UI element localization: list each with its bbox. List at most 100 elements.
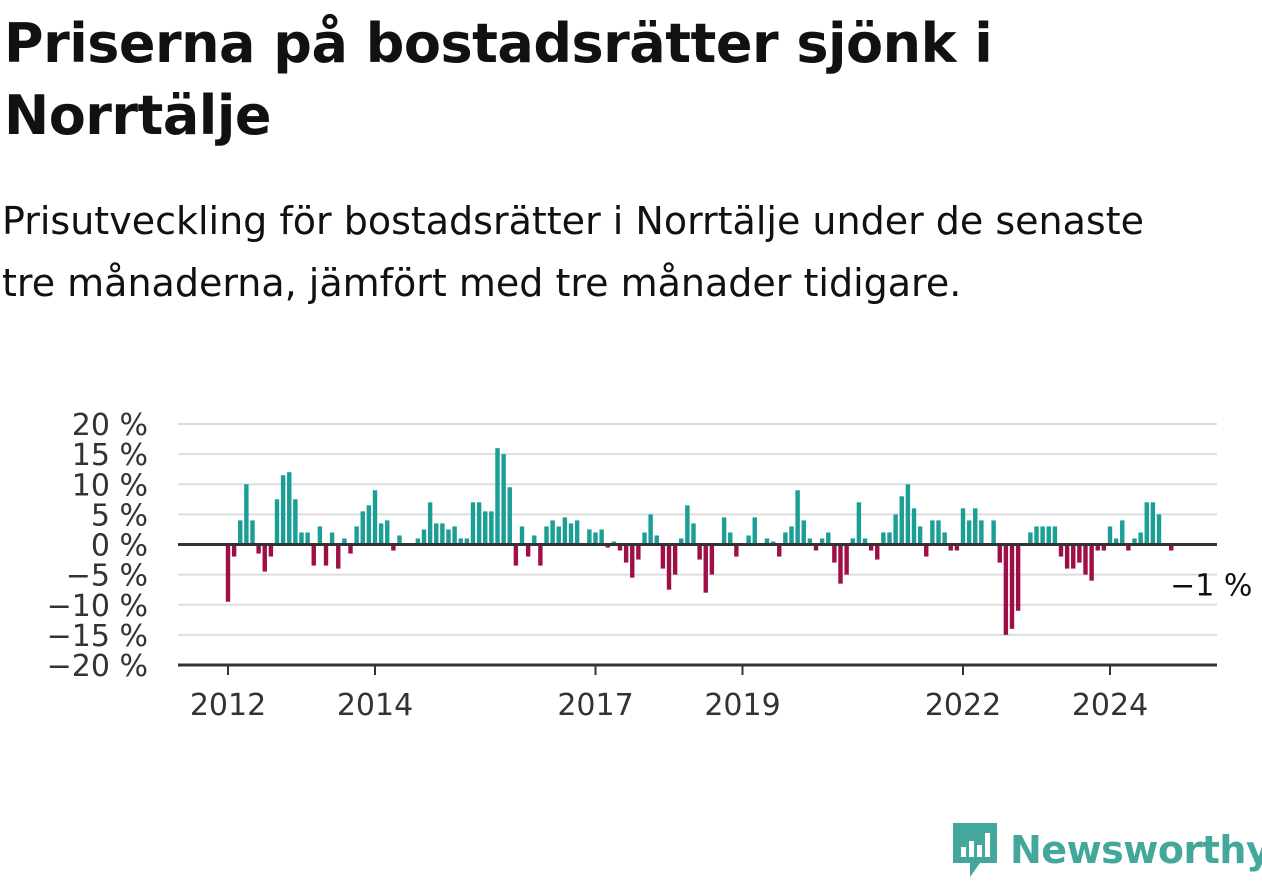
bar — [623, 544, 629, 563]
bar — [342, 538, 347, 545]
bar — [973, 508, 978, 545]
bar — [948, 544, 953, 551]
bar — [1150, 502, 1156, 545]
bar — [752, 517, 757, 545]
bar — [795, 490, 800, 545]
bar — [562, 517, 568, 545]
bar — [305, 532, 310, 545]
bar — [415, 538, 421, 545]
y-tick-label: −5 % — [66, 559, 148, 594]
bar — [501, 454, 506, 545]
bar — [1040, 526, 1045, 545]
bar — [538, 544, 543, 566]
bar — [378, 523, 384, 545]
bar — [893, 514, 898, 545]
gridlines — [178, 423, 1217, 666]
y-tick-label: −10 % — [47, 589, 148, 624]
bar — [991, 520, 996, 545]
bar — [464, 538, 470, 545]
bar — [495, 448, 500, 545]
bar — [813, 544, 819, 551]
bar — [476, 502, 482, 545]
bar — [954, 544, 960, 551]
bar — [1156, 514, 1162, 545]
bar — [287, 472, 292, 545]
chart-subtitle: Prisutveckling för bostadsrätter i Norrt… — [2, 199, 1144, 305]
x-tick-label: 2017 — [557, 688, 633, 723]
bar — [679, 538, 684, 545]
bar — [721, 517, 727, 545]
bar — [1138, 532, 1143, 545]
bar — [844, 544, 849, 575]
bar — [1052, 526, 1058, 545]
bar — [421, 529, 427, 545]
bar — [525, 544, 531, 557]
bar — [397, 535, 402, 545]
bar — [826, 532, 831, 545]
bar — [770, 541, 776, 545]
bar — [1126, 544, 1131, 551]
x-tick-label: 2022 — [925, 688, 1001, 723]
bar — [1089, 544, 1094, 581]
bar-chart: 20 %15 %10 %5 %0 %−5 %−10 %−15 %−20 % 20… — [47, 408, 1253, 723]
bar — [366, 505, 372, 545]
bar — [979, 520, 984, 545]
bar — [329, 532, 335, 545]
bar — [391, 544, 396, 551]
bar — [262, 544, 267, 572]
bar — [231, 544, 237, 557]
bar — [311, 544, 316, 566]
bar — [642, 532, 647, 545]
y-tick-label: −15 % — [47, 619, 148, 654]
y-tick-label: 0 % — [91, 529, 148, 564]
bar — [483, 511, 488, 545]
newsworthy-logo: Newsworthy — [950, 818, 1262, 882]
bar — [709, 544, 715, 575]
bar — [966, 520, 972, 545]
bar — [385, 520, 390, 545]
bar — [348, 544, 353, 554]
bar — [997, 544, 1002, 563]
bar — [1120, 520, 1125, 545]
bar — [354, 526, 359, 545]
x-tick-label: 2019 — [704, 688, 780, 723]
bar — [728, 532, 733, 545]
bar — [905, 484, 911, 545]
bar — [360, 511, 365, 545]
bar — [440, 523, 445, 545]
bar — [458, 538, 463, 545]
bar — [238, 520, 243, 545]
bar — [856, 502, 862, 545]
bar — [697, 544, 702, 560]
bar — [850, 538, 855, 545]
bar — [317, 526, 323, 545]
bar — [617, 544, 623, 551]
x-tick-label: 2014 — [337, 688, 413, 723]
bar — [777, 544, 782, 557]
y-tick-label: −20 % — [47, 649, 148, 684]
x-axis-ticks: 2012 2014 2017 2019 2022 2024 — [190, 665, 1148, 723]
bar — [868, 544, 874, 551]
bar — [513, 544, 519, 566]
bar — [434, 523, 439, 545]
bar — [519, 526, 525, 545]
bar — [832, 544, 837, 563]
y-axis-ticks: 20 %15 %10 %5 %0 %−5 %−10 %−15 %−20 % — [47, 408, 148, 684]
bar — [293, 499, 298, 545]
bar — [550, 520, 555, 545]
bar — [427, 502, 433, 545]
bar — [783, 532, 788, 545]
bar — [605, 544, 610, 548]
bar — [881, 532, 886, 545]
bar — [1095, 544, 1100, 551]
bar — [875, 544, 880, 560]
bar — [532, 535, 537, 545]
bar — [960, 508, 966, 545]
bar — [372, 490, 378, 545]
bar — [1064, 544, 1070, 569]
x-tick-label: 2012 — [190, 688, 266, 723]
bar — [336, 544, 341, 569]
bar — [691, 523, 696, 545]
bar — [654, 535, 659, 545]
bar — [917, 526, 923, 545]
